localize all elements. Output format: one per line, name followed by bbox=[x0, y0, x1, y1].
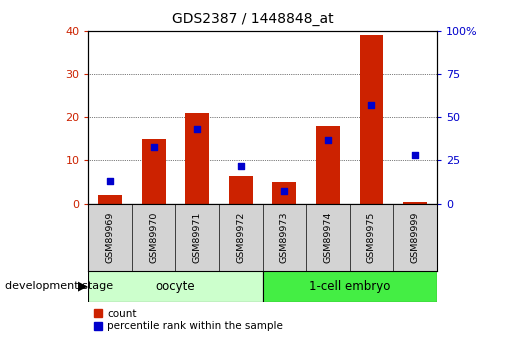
Text: development stage: development stage bbox=[5, 282, 113, 291]
Bar bbox=[360, 36, 383, 204]
Bar bbox=[316, 126, 340, 204]
Text: GSM89973: GSM89973 bbox=[280, 211, 289, 263]
Point bbox=[411, 152, 419, 158]
Point bbox=[368, 102, 376, 108]
Text: ▶: ▶ bbox=[77, 280, 87, 293]
Point bbox=[324, 137, 332, 142]
Point bbox=[193, 127, 201, 132]
Text: GSM89975: GSM89975 bbox=[367, 211, 376, 263]
Text: oocyte: oocyte bbox=[156, 280, 195, 293]
Text: GDS2387 / 1448848_at: GDS2387 / 1448848_at bbox=[172, 12, 333, 26]
Point bbox=[280, 189, 288, 194]
Text: GSM89971: GSM89971 bbox=[193, 211, 202, 263]
Bar bbox=[272, 182, 296, 204]
Bar bbox=[98, 195, 122, 204]
Bar bbox=[142, 139, 166, 204]
Bar bbox=[263, 271, 437, 302]
Bar bbox=[229, 176, 253, 204]
Point bbox=[149, 144, 158, 149]
Text: GSM89999: GSM89999 bbox=[411, 211, 420, 263]
Bar bbox=[88, 271, 263, 302]
Text: GSM89969: GSM89969 bbox=[106, 211, 115, 263]
Legend: count, percentile rank within the sample: count, percentile rank within the sample bbox=[93, 309, 283, 332]
Text: GSM89970: GSM89970 bbox=[149, 211, 158, 263]
Text: GSM89972: GSM89972 bbox=[236, 211, 245, 263]
Bar bbox=[403, 202, 427, 204]
Bar bbox=[185, 113, 209, 204]
Point bbox=[237, 163, 245, 168]
Point bbox=[106, 178, 114, 184]
Text: 1-cell embryo: 1-cell embryo bbox=[309, 280, 390, 293]
Text: GSM89974: GSM89974 bbox=[323, 211, 332, 263]
